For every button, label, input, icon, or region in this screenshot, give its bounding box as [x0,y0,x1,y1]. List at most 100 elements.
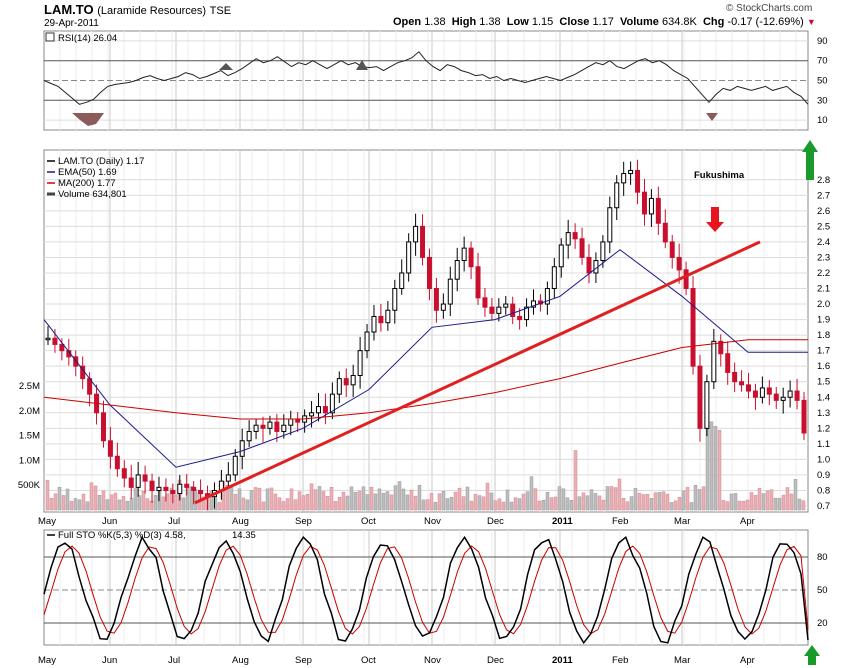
fukushima-annotation: Fukushima [694,170,745,181]
candle-body [309,412,315,417]
volume-bar [393,485,398,511]
volume-bar [597,495,602,511]
volume-bar [661,491,666,511]
volume-bar [457,487,462,511]
legend-entry: EMA(50) 1.69 [58,167,117,178]
candle-body [447,278,453,305]
x-axis-label: Oct [361,516,376,527]
candle-body [364,331,370,352]
volume-bar [473,493,478,511]
volume-bar [201,496,206,511]
volume-bar [577,496,582,511]
volume-bar [653,492,658,511]
volume-bar [409,489,414,511]
candle-body [503,303,509,308]
volume-bar [477,495,482,511]
volume-bar [257,487,262,511]
volume-bar [121,496,126,511]
volume-bar [397,481,402,511]
candle-body [413,225,419,243]
candle-body [794,390,800,401]
volume-bar [117,499,122,511]
volume-bar [629,496,634,511]
volume-bar [133,488,138,511]
volume-bar [509,501,514,511]
volume-bar [733,493,738,511]
candle-body [399,272,405,290]
candle-body [607,207,613,243]
candle-body [461,247,467,262]
rsi-legend-swatch [45,32,55,42]
candle-body [586,256,592,274]
volume-bar [365,494,370,511]
volume-tick-label: 2.0M [19,406,40,417]
candle-body [517,315,523,321]
volume-bar [69,500,74,511]
sto-k-line [43,535,809,645]
volume-bar [293,499,298,511]
rsi-oversold-fill [706,113,718,121]
candle-body [191,486,197,491]
volume-bar [749,492,754,511]
volume-bar [349,486,354,511]
volume-bar [645,493,650,511]
volume-bar [469,500,474,511]
candle-body [759,387,765,398]
price-tick-label: 2.6 [817,206,830,217]
x-axis-label: Feb [612,516,628,527]
volume-bar [781,494,786,511]
volume-bar [369,486,374,511]
candle-body [739,381,745,386]
candle-body [718,340,724,355]
volume-bar [721,500,726,511]
green-up-arrow-small [804,645,820,665]
volume-bar [261,501,266,511]
volume-bar [129,498,134,511]
price-tick-label: 1.1 [817,439,830,450]
volume-bar [89,482,94,511]
volume-bar [381,492,386,511]
candle-body [378,315,384,324]
price-tick-label: 2.4 [817,237,830,248]
volume-bar [665,493,670,511]
candle-body [128,477,134,488]
exchange: TSE [209,5,232,17]
volume-bar [453,491,458,511]
volume-bar [541,499,546,511]
candle-body [135,474,141,488]
volume-bar [225,485,230,511]
volume-bar [209,490,214,511]
volume-bar [761,493,766,511]
volume-bar [189,486,194,511]
candle-body [163,486,169,491]
volume-bar [85,501,90,511]
candle-body [641,191,647,215]
volume-bar [73,498,78,511]
volume-bar [309,483,314,511]
candle-body [107,440,113,457]
price-tick-label: 0.8 [817,485,830,496]
volume-bar [49,498,54,511]
volume-bar [517,498,522,511]
volume-bar [529,476,534,511]
x-axis-label: Dec [487,516,504,527]
candle-body [357,350,363,377]
volume-bar [161,496,166,511]
candle-body [52,337,58,345]
volume-bar [621,498,626,511]
volume-bar [701,486,706,511]
volume-bar [65,488,70,511]
legend-entry: MA(200) 1.77 [58,178,116,189]
candle-body [177,483,183,495]
candle-body [392,288,398,311]
volume-bar [741,500,746,511]
candle-body [73,356,79,367]
volume-bar [445,498,450,511]
candle-body [315,406,321,414]
price-tick-label: 2.2 [817,268,830,279]
volume-bar [333,501,338,511]
volume-bar [713,426,718,511]
volume-bar [253,487,258,511]
candle-body [121,468,127,479]
volume-bar [757,488,762,511]
